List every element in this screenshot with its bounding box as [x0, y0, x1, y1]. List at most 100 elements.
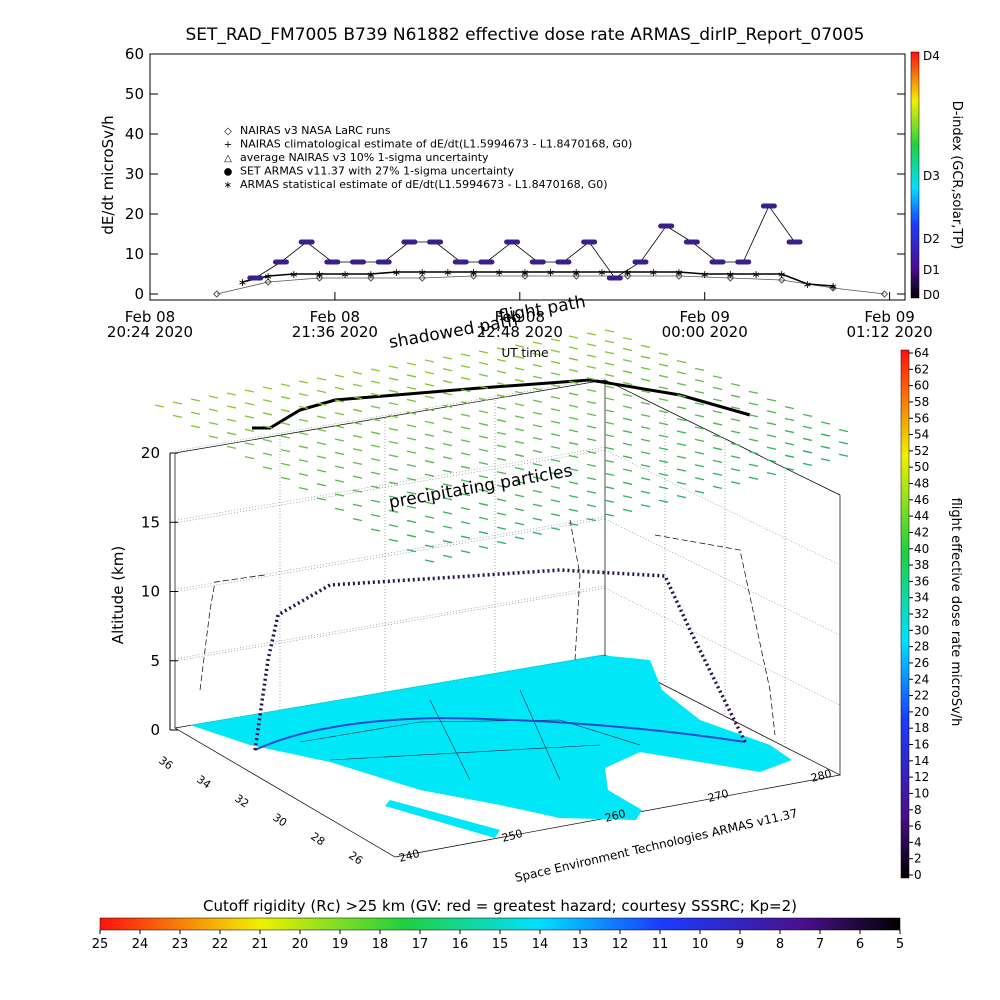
particle-arrow	[406, 519, 417, 524]
particle-arrow	[424, 371, 435, 375]
particle-arrow	[838, 453, 849, 457]
data-point: ∗	[623, 266, 632, 279]
particle-arrow	[334, 374, 345, 378]
path-shadow-left	[199, 574, 266, 691]
x-tick-label: 22:48 2020	[477, 323, 563, 341]
map-land	[190, 655, 792, 820]
particle-arrow	[568, 454, 579, 459]
particle-arrow	[424, 433, 435, 437]
particle-arrow	[532, 341, 543, 345]
particle-arrow	[766, 410, 777, 414]
particle-arrow	[442, 469, 453, 473]
colorbar-tick-label: 40	[914, 542, 929, 556]
particle-arrow	[694, 414, 705, 418]
series-line	[216, 275, 885, 295]
particle-arrow	[298, 380, 309, 384]
particle-arrow	[676, 382, 687, 386]
particle-arrow	[406, 463, 417, 468]
particle-arrow	[262, 438, 273, 443]
particle-arrow	[604, 421, 615, 425]
map-land	[385, 800, 500, 838]
particle-arrow	[460, 550, 471, 554]
data-point	[726, 274, 735, 282]
particle-arrow	[316, 455, 327, 459]
particle-arrow	[568, 416, 579, 421]
particle-arrow	[334, 451, 345, 456]
colorbar-tick-label: 64	[914, 346, 929, 360]
data-point: ∗	[418, 266, 427, 279]
particle-arrow	[784, 442, 795, 446]
particle-arrow	[514, 367, 525, 371]
data-point	[418, 274, 426, 282]
d-index-tick-label: D2	[923, 232, 940, 246]
particle-arrow	[352, 434, 363, 439]
particle-arrow	[478, 373, 489, 377]
particle-arrow	[460, 388, 471, 393]
legend-label: NAIRAS v3 NASA LaRC runs	[240, 124, 391, 137]
x-tick-label: 20:24 2020	[107, 323, 193, 341]
particle-arrow	[244, 402, 255, 406]
z-tick-label: 5	[150, 652, 160, 670]
particle-arrow	[604, 434, 615, 438]
particle-arrow	[514, 390, 525, 395]
colorbar-tick-label: 17	[412, 937, 429, 952]
particle-arrow	[586, 437, 597, 442]
particle-arrow	[352, 371, 363, 375]
data-point: ∗	[546, 266, 555, 279]
colorbar-tick-label: 12	[914, 770, 929, 784]
particle-arrow	[550, 349, 561, 353]
legend-label: SET ARMAS v11.37 with 27% 1-sigma uncert…	[240, 165, 514, 178]
particle-arrow	[622, 430, 633, 434]
data-point: ∗	[597, 266, 606, 279]
colorbar-tick-label: 8	[776, 937, 784, 952]
data-point	[760, 203, 777, 209]
particle-arrow	[442, 540, 453, 544]
z-grid	[174, 447, 606, 521]
z-tick-label: 20	[141, 444, 160, 462]
particle-arrow	[766, 422, 777, 426]
particle-arrow	[190, 411, 201, 415]
z-tick-label: 0	[150, 721, 160, 739]
particle-arrow	[352, 396, 363, 400]
particle-arrow	[352, 489, 363, 493]
particle-arrow	[802, 437, 813, 442]
data-point	[658, 223, 675, 229]
particle-arrow	[442, 511, 453, 515]
particle-arrow	[496, 419, 507, 423]
particle-arrow	[298, 405, 309, 410]
particle-arrow	[712, 434, 723, 438]
particle-arrow	[442, 429, 453, 434]
colorbar-tick-label: 11	[652, 937, 669, 952]
particle-arrow	[658, 486, 669, 490]
colorbar-tick-label: 5	[896, 937, 904, 952]
y-axis-label: dE/dt microSv/h	[99, 115, 117, 234]
particle-arrow	[262, 466, 273, 470]
particle-arrow	[550, 384, 561, 388]
data-point: ∗	[777, 268, 786, 281]
y-tick-label: 60	[125, 45, 144, 63]
particle-arrow	[748, 463, 759, 467]
particle-arrow	[622, 337, 633, 341]
particle-arrow	[460, 479, 471, 483]
data-point	[623, 272, 632, 280]
particle-arrow	[496, 484, 507, 488]
particle-arrow	[442, 554, 453, 559]
data-point: ∗	[828, 280, 837, 293]
data-point: ∗	[700, 268, 709, 281]
particle-arrow	[640, 389, 651, 394]
particle-arrow	[388, 481, 399, 485]
colorbar-tick-label: 22	[212, 937, 229, 952]
particle-arrow	[622, 370, 633, 374]
particle-arrow	[640, 355, 651, 359]
particle-arrow	[280, 383, 291, 387]
particle-arrow	[460, 413, 471, 417]
particle-arrow	[334, 412, 345, 416]
lon-tick-label: 280	[809, 767, 833, 785]
particle-arrow	[568, 522, 579, 526]
particle-arrow	[352, 475, 363, 479]
particle-arrow	[226, 392, 237, 396]
particle-arrow	[478, 361, 489, 366]
colorbar-tick-label: 0	[914, 868, 922, 882]
data-point	[367, 274, 375, 282]
